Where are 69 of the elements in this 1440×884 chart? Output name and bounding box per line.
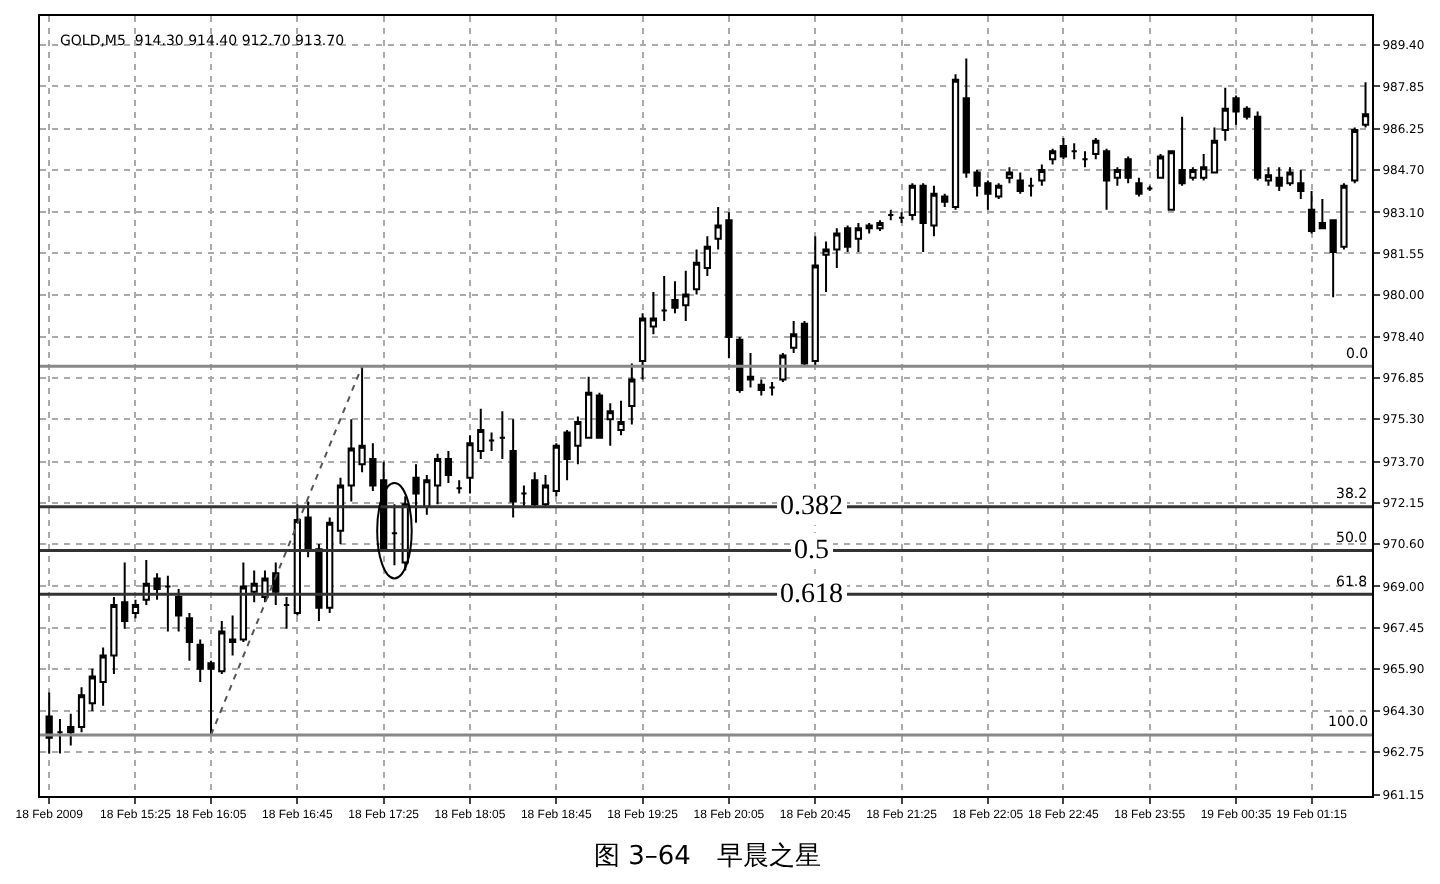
candlestick <box>854 221 863 254</box>
candlestick <box>790 320 798 354</box>
candlestick <box>1113 166 1121 187</box>
candlestick <box>336 476 345 545</box>
candlestick <box>175 588 183 633</box>
candlestick <box>1124 155 1132 185</box>
candlestick <box>1038 163 1046 187</box>
candlestick <box>908 182 916 222</box>
candlestick <box>45 691 53 755</box>
annotation: 0.618 <box>780 580 843 610</box>
candlestick <box>703 235 711 277</box>
candlestick <box>56 718 64 755</box>
candlestick <box>1307 190 1316 235</box>
candlestick <box>1351 126 1359 185</box>
candlestick <box>1264 166 1273 187</box>
candlestick <box>1092 137 1100 161</box>
candlestick <box>1081 150 1089 169</box>
candlestick <box>660 275 668 323</box>
candlestick <box>77 686 86 734</box>
candlestick <box>67 712 75 747</box>
candlestick <box>746 351 755 389</box>
candlestick <box>887 208 895 222</box>
candlestick <box>1146 184 1154 193</box>
candlestick <box>897 211 906 224</box>
candlestick <box>239 561 248 644</box>
candlestick <box>1005 166 1014 185</box>
candlestick <box>1102 147 1111 211</box>
caption: 图 3–64 早晨之星 <box>594 842 821 872</box>
candlestick <box>498 410 506 461</box>
candlestick <box>509 418 517 519</box>
candlestick <box>520 484 528 508</box>
candlestick <box>433 452 442 506</box>
candlestick <box>1059 137 1068 161</box>
candlestick <box>1253 110 1262 182</box>
candlestick <box>595 391 604 439</box>
candlestick <box>390 503 399 567</box>
candlestick <box>951 73 960 211</box>
candlestick <box>1016 171 1024 195</box>
candlestick <box>444 450 453 484</box>
candlestick <box>692 248 701 296</box>
candlestick <box>1318 198 1327 230</box>
candlestick <box>164 574 172 633</box>
candlestick <box>1027 176 1035 198</box>
candlestick <box>606 402 614 447</box>
candlestick <box>1210 126 1219 174</box>
candlestick <box>1156 152 1165 179</box>
candlestick <box>768 381 776 397</box>
candlestick <box>228 614 237 657</box>
candlestick <box>455 479 463 495</box>
candlestick <box>811 235 819 368</box>
candlestick <box>1070 142 1078 161</box>
candlestick <box>638 312 647 381</box>
candlestick <box>617 399 625 437</box>
candlestick <box>487 431 496 453</box>
candlestick <box>541 473 550 508</box>
candlestick <box>628 362 636 426</box>
candlestick <box>1135 176 1143 198</box>
candlestick <box>649 290 658 336</box>
candlestick <box>131 598 140 620</box>
candlestick <box>185 611 194 662</box>
annotation: 0.382 <box>780 492 843 522</box>
candlestick <box>736 336 744 394</box>
candlestick <box>1048 147 1057 166</box>
candlestick <box>800 320 809 368</box>
candlestick <box>531 471 539 508</box>
candlestick <box>757 378 765 397</box>
candlestick <box>282 596 291 630</box>
candlestick <box>843 224 852 254</box>
annotation: 0.5 <box>794 536 829 566</box>
